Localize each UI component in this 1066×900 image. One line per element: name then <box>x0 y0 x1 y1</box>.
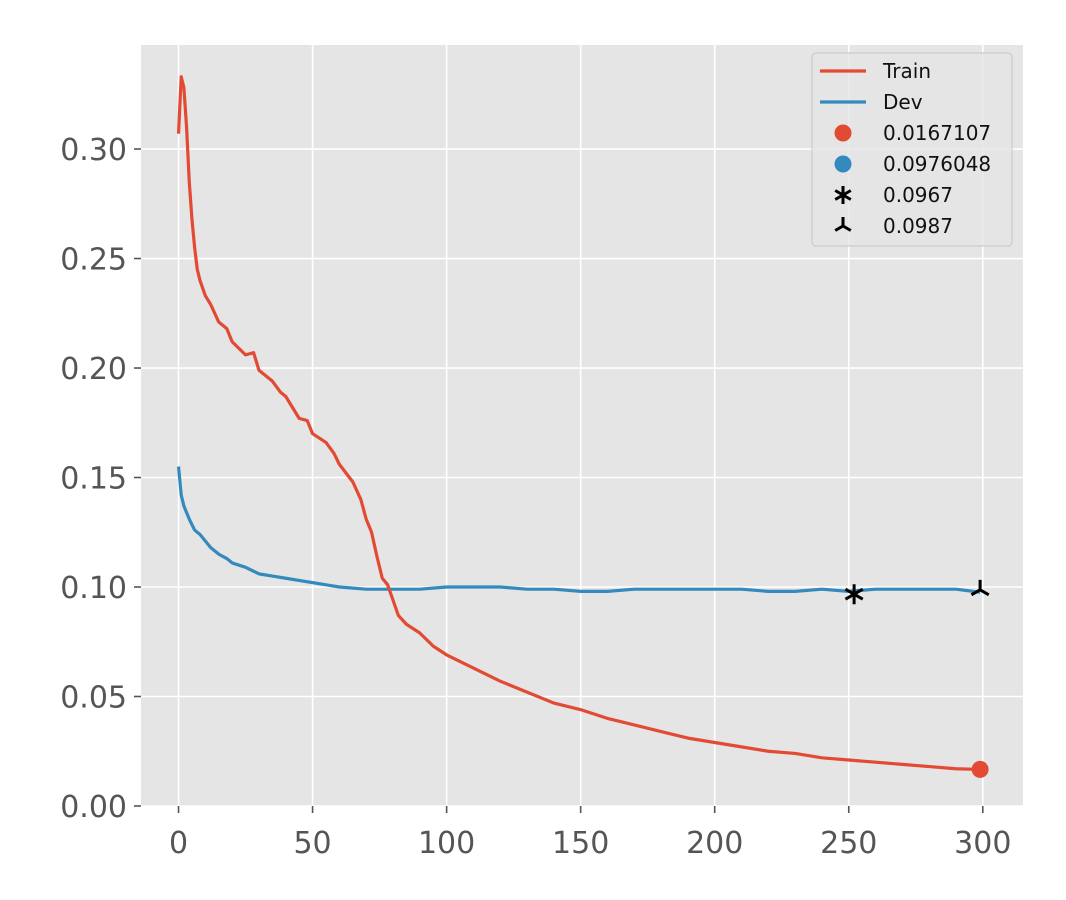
series-dev-line <box>176 466 981 594</box>
legend-entry-label: 0.0967 <box>883 183 953 207</box>
y-tick-label: 0.30 <box>60 133 127 168</box>
marker-point-circle <box>971 760 989 778</box>
x-tick-label: 100 <box>418 826 475 861</box>
y-tick-label: 0.05 <box>60 681 127 716</box>
legend-marker-swatch <box>834 217 852 232</box>
y-tick-label: 0.00 <box>60 790 127 825</box>
marker-point-star <box>844 584 864 605</box>
y-tick-label: 0.25 <box>60 243 127 278</box>
series-train-line <box>176 75 981 772</box>
y-tick-label: 0.15 <box>60 462 127 497</box>
x-tick-label: 300 <box>954 826 1011 861</box>
legend: Train Dev 0.0167107 0.0976048 0.0967 0.0987 <box>811 52 1013 247</box>
grid-lines <box>141 45 1023 807</box>
x-tick-label: 50 <box>293 826 331 861</box>
x-tick-label: 200 <box>686 826 743 861</box>
legend-marker-swatch <box>834 155 852 173</box>
legend-entry-label: Dev <box>883 90 923 114</box>
legend-entry-label: Train <box>882 59 931 83</box>
axis-ticks: 0 50 100 150 200 250 300 0.00 0.05 0.10 0.15 0.20 0.… <box>60 133 1011 861</box>
series-layer <box>176 75 981 772</box>
marker-layer <box>844 579 990 778</box>
x-tick-label: 250 <box>820 826 877 861</box>
legend-entry-label: 0.0167107 <box>883 121 991 145</box>
x-tick-label: 150 <box>552 826 609 861</box>
marker-point-tri <box>970 579 990 597</box>
legend-entry-label: 0.0976048 <box>883 152 991 176</box>
y-tick-label: 0.20 <box>60 352 127 387</box>
legend-entry-label: 0.0987 <box>883 214 953 238</box>
y-tick-label: 0.10 <box>60 571 127 606</box>
legend-marker-swatch <box>834 124 852 142</box>
x-tick-label: 0 <box>169 826 188 861</box>
legend-marker-swatch <box>834 186 852 204</box>
